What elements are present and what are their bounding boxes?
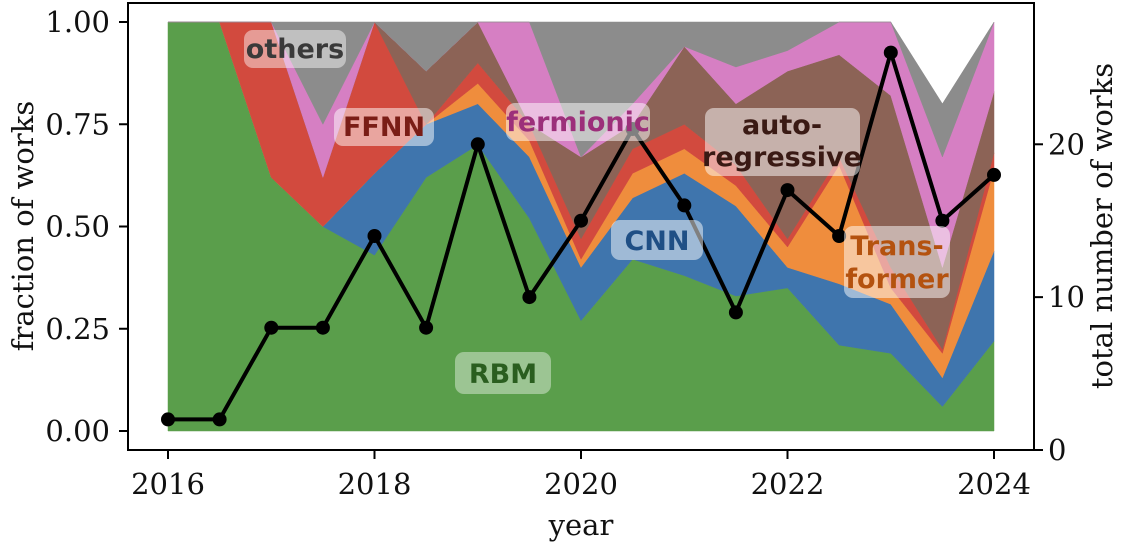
y-tick-label: 0.00 <box>45 414 110 448</box>
label-autoregressive: auto- regressive <box>702 108 862 176</box>
label-fermionic-text: fermionic <box>506 107 650 138</box>
total-works-point <box>987 167 1001 182</box>
total-works-line-group <box>161 45 1001 427</box>
x-tick-label: 2022 <box>751 467 825 501</box>
x-tick-label: 2016 <box>131 467 205 501</box>
total-works-point <box>522 290 537 305</box>
total-works-point <box>883 45 898 60</box>
y-tick-label: 0.25 <box>45 312 110 346</box>
label-others-text: others <box>246 34 344 65</box>
total-works-point <box>367 229 382 243</box>
total-works-point <box>832 229 847 243</box>
total-works-point <box>212 412 227 427</box>
label-fermionic: fermionic <box>506 103 650 141</box>
y-tick-label: 1.00 <box>45 5 110 39</box>
label-ffnn: FFNN <box>334 108 434 146</box>
y2-tick-label: 20 <box>1048 127 1085 161</box>
area-others <box>168 21 995 158</box>
y2-tick-label: 10 <box>1048 280 1085 314</box>
label-rbm: RBM <box>455 352 551 394</box>
label-rbm-text: RBM <box>469 359 537 390</box>
total-works-point <box>315 320 330 335</box>
total-works-point <box>470 137 485 152</box>
label-transformer-line2: former <box>845 264 949 295</box>
x-tick-label: 2020 <box>544 467 618 501</box>
axis-ticks: 2016 2018 2020 2022 2024 0.00 0.25 0.50 0.75 1.00… <box>45 5 1084 501</box>
total-works-point <box>780 183 795 198</box>
total-works-point <box>677 198 692 213</box>
label-cnn: CNN <box>611 220 703 260</box>
label-autoregressive-line2: regressive <box>702 142 862 173</box>
y2-axis-title: total number of works <box>1085 63 1119 389</box>
label-others: others <box>244 30 346 68</box>
total-works-point <box>264 320 279 335</box>
label-transformer-line1: Trans- <box>850 231 944 262</box>
label-autoregressive-line1: auto- <box>742 110 822 141</box>
y-axis-title: fraction of works <box>6 101 40 351</box>
y2-tick-label: 0 <box>1048 433 1066 467</box>
label-ffnn-text: FFNN <box>343 112 425 143</box>
x-tick-label: 2024 <box>957 467 1031 501</box>
y-tick-label: 0.50 <box>45 210 110 244</box>
total-works-point <box>935 213 950 228</box>
total-works-point <box>574 213 588 228</box>
total-works-point <box>728 305 743 320</box>
label-cnn-text: CNN <box>624 226 689 257</box>
x-tick-label: 2018 <box>338 467 412 501</box>
x-axis-title: year <box>548 508 614 542</box>
total-works-point <box>419 320 434 335</box>
y-tick-label: 0.75 <box>45 107 110 141</box>
area-layers <box>167 21 995 432</box>
total-works-point <box>161 412 175 427</box>
label-transformer: Trans- former <box>844 226 950 298</box>
